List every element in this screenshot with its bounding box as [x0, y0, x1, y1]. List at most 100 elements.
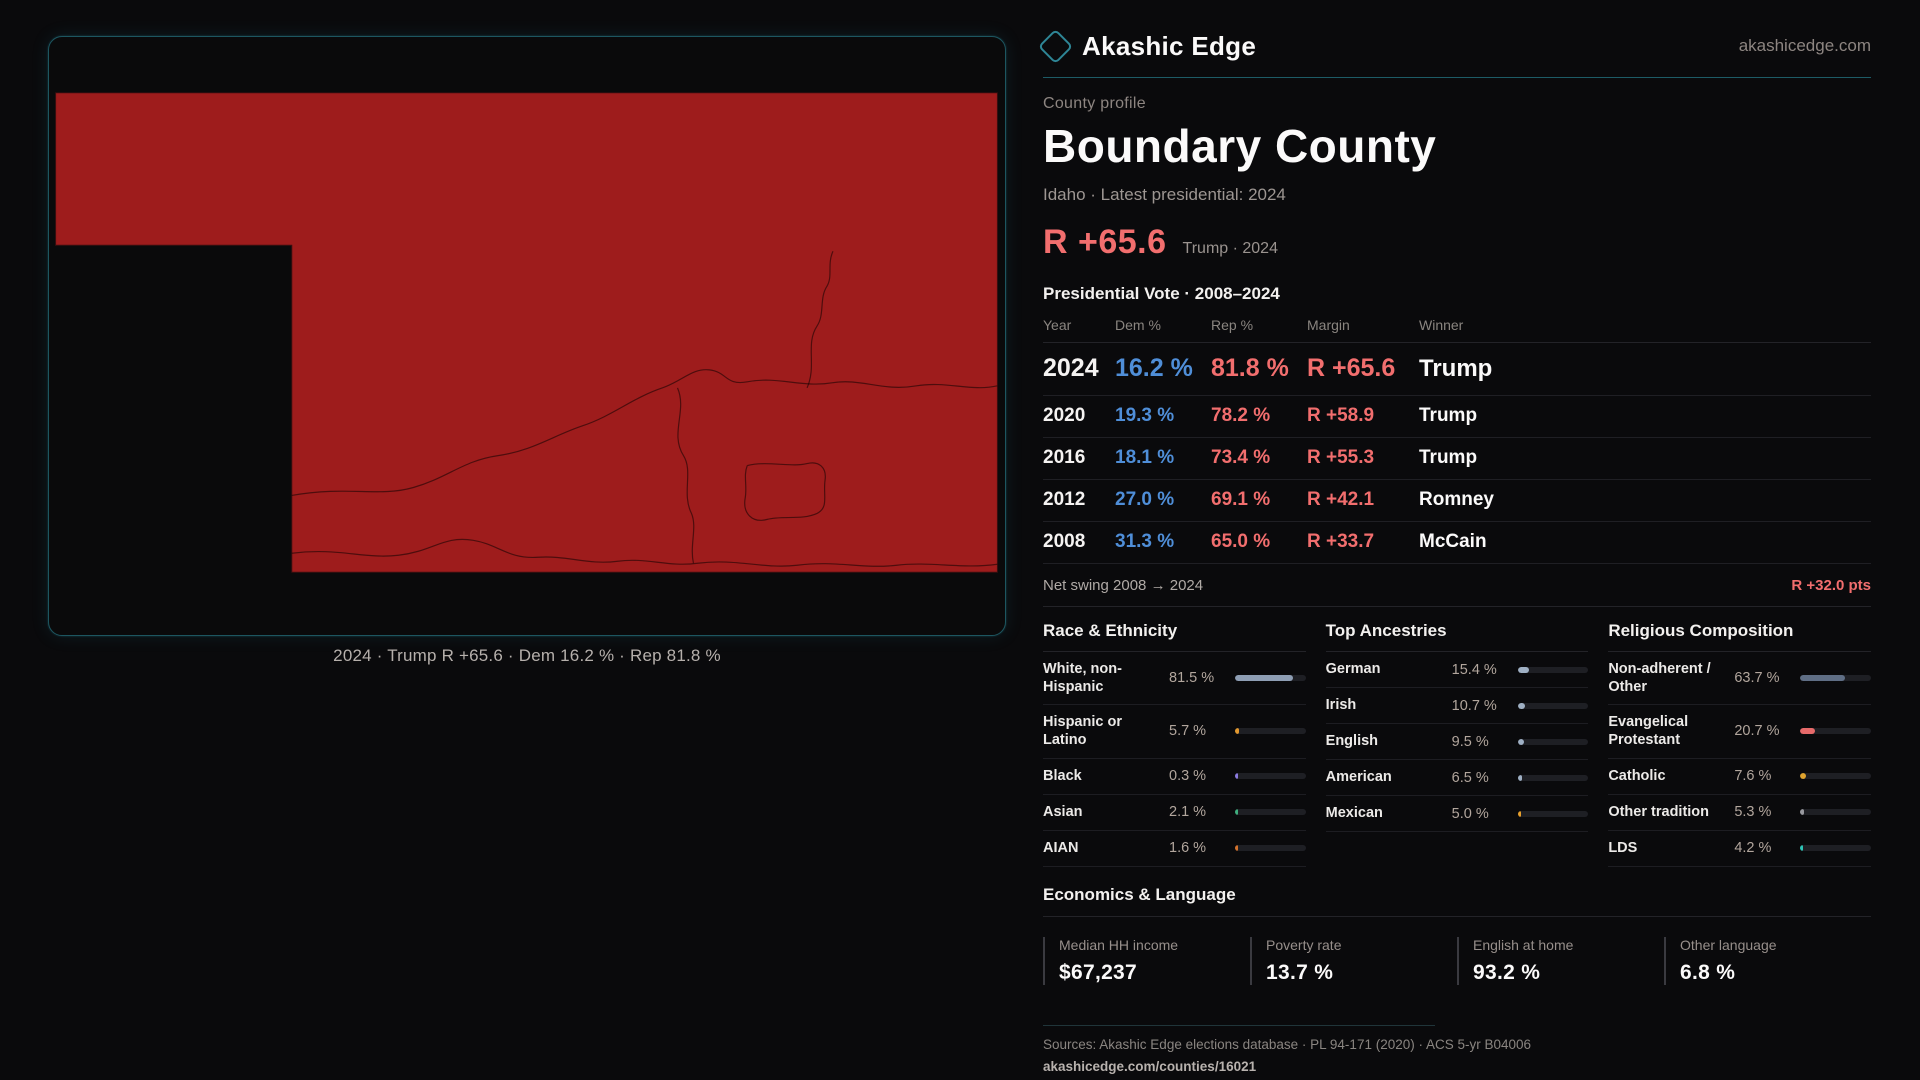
- precinct-boundaries: [291, 251, 998, 567]
- map-caption: 2024 · Trump R +65.6 · Dem 16.2 % · Rep …: [333, 646, 721, 665]
- stat-label: LDS: [1608, 839, 1638, 856]
- stat-row: AIAN 1.6 %: [1043, 831, 1306, 867]
- stat-value: 4.2 %: [1734, 840, 1772, 856]
- stat-value: 81.5 %: [1169, 670, 1215, 687]
- section-title: Religious Composition: [1608, 621, 1871, 652]
- econ-value: 6.8 %: [1680, 960, 1736, 984]
- net-swing-value: R +32.0 pts: [1791, 577, 1871, 594]
- cell-year: 2012: [1043, 489, 1086, 510]
- table-row: 2012 27.0 % 69.1 % R +42.1 Romney: [1043, 480, 1871, 522]
- county-shape: [55, 92, 998, 573]
- cell-rep: 78.2 %: [1211, 405, 1271, 426]
- stat-bar: [1800, 675, 1871, 682]
- stat-bar: [1235, 675, 1306, 682]
- econ-value: $67,237: [1059, 960, 1138, 984]
- economics-title: Economics & Language: [1043, 885, 1871, 917]
- cell-winner: Trump: [1419, 447, 1478, 468]
- presidential-vote-table: Year Dem % Rep % Margin Winner 2024 16.2…: [1043, 317, 1871, 564]
- stat-value: 63.7 %: [1734, 670, 1780, 687]
- stat-row: Irish 10.7 %: [1325, 688, 1589, 724]
- brand-header: Akashic Edge akashicedge.com: [1037, 26, 1871, 66]
- county-profile-panel: Akashic Edge akashicedge.com County prof…: [1037, 26, 1871, 1074]
- stat-value: 0.3 %: [1169, 768, 1207, 784]
- stat-bar: [1235, 728, 1306, 735]
- stat-row: Catholic 7.6 %: [1608, 759, 1871, 795]
- stat-row: White, non-Hispanic 81.5 %: [1043, 652, 1306, 706]
- cell-year: 2016: [1043, 447, 1086, 468]
- site-url-link[interactable]: akashicedge.com: [1738, 36, 1871, 55]
- col-dem: Dem %: [1115, 317, 1161, 333]
- stat-value: 15.4 %: [1451, 661, 1497, 678]
- econ-stat: Median HH income $67,237: [1043, 936, 1250, 985]
- cell-winner: Trump: [1419, 354, 1493, 382]
- sources-text: Sources: Akashic Edge elections database…: [1043, 1036, 1532, 1052]
- cell-margin: R +33.7: [1307, 531, 1375, 552]
- stat-row: Black 0.3 %: [1043, 759, 1306, 795]
- col-year: Year: [1043, 317, 1072, 333]
- cell-dem: 31.3 %: [1115, 531, 1175, 552]
- header-divider: [1043, 77, 1871, 78]
- stat-label: Mexican: [1325, 805, 1383, 822]
- econ-label: English at home: [1473, 936, 1574, 953]
- stat-value: 10.7 %: [1451, 697, 1497, 714]
- econ-label: Other language: [1680, 936, 1777, 953]
- stat-label: Hispanic or Latino: [1043, 714, 1122, 749]
- econ-stat: Poverty rate 13.7 %: [1250, 936, 1457, 985]
- religion-section: Religious Composition Non-adherent / Oth…: [1608, 621, 1871, 867]
- stat-row: Evangelical Protestant 20.7 %: [1608, 705, 1871, 759]
- footer: Sources: Akashic Edge elections database…: [1043, 1024, 1871, 1074]
- cell-year: 2024: [1043, 354, 1099, 382]
- stat-label: Asian: [1043, 803, 1083, 820]
- diamond-logo-icon[interactable]: [1037, 28, 1074, 64]
- cell-year: 2008: [1043, 531, 1086, 552]
- table-row: 2008 31.3 % 65.0 % R +33.7 McCain: [1043, 522, 1871, 564]
- col-margin: Margin: [1307, 317, 1350, 333]
- stat-label: German: [1325, 661, 1381, 678]
- net-swing-label: Net swing 2008 → 2024: [1043, 577, 1204, 594]
- section-title: Top Ancestries: [1325, 621, 1589, 652]
- stat-label: Evangelical Protestant: [1608, 714, 1689, 749]
- stat-row: English 9.5 %: [1325, 724, 1589, 760]
- stat-bar: [1517, 738, 1589, 745]
- stat-row: LDS 4.2 %: [1608, 831, 1871, 867]
- stat-bar: [1235, 809, 1306, 815]
- stat-bar: [1235, 773, 1306, 779]
- county-page-link[interactable]: akashicedge.com/counties/16021: [1043, 1058, 1257, 1074]
- stat-label: White, non-Hispanic: [1043, 661, 1122, 696]
- cell-margin: R +42.1: [1307, 489, 1375, 510]
- col-winner: Winner: [1419, 317, 1464, 333]
- cell-rep: 65.0 %: [1211, 531, 1271, 552]
- stat-row: Non-adherent / Other 63.7 %: [1608, 652, 1871, 706]
- econ-stat: English at home 93.2 %: [1457, 936, 1664, 985]
- stat-bar: [1800, 845, 1871, 851]
- table-row: 2016 18.1 % 73.4 % R +55.3 Trump: [1043, 438, 1871, 480]
- headline-margin-row: R +65.6 Trump · 2024: [1043, 223, 1871, 262]
- stat-value: 7.6 %: [1734, 768, 1772, 784]
- stat-row: Hispanic or Latino 5.7 %: [1043, 705, 1306, 759]
- stat-bar: [1800, 728, 1871, 735]
- economics-grid: Median HH income $67,237 Poverty rate 13…: [1043, 936, 1871, 985]
- brand-name[interactable]: Akashic Edge: [1082, 30, 1257, 61]
- stat-value: 5.0 %: [1451, 805, 1489, 822]
- section-title: Race & Ethnicity: [1043, 621, 1306, 652]
- econ-value: 13.7 %: [1266, 960, 1334, 984]
- table-row: 2020 19.3 % 78.2 % R +58.9 Trump: [1043, 396, 1871, 438]
- cell-winner: McCain: [1419, 531, 1487, 552]
- col-rep: Rep %: [1211, 317, 1254, 333]
- stat-bar: [1800, 809, 1871, 815]
- county-map: [55, 92, 998, 573]
- cell-dem: 16.2 %: [1115, 354, 1193, 382]
- stat-value: 20.7 %: [1734, 723, 1780, 740]
- cell-winner: Trump: [1419, 405, 1478, 426]
- econ-stat: Other language 6.8 %: [1664, 936, 1871, 985]
- stat-label: American: [1325, 769, 1392, 786]
- cell-year: 2020: [1043, 405, 1086, 426]
- stat-bar: [1517, 702, 1589, 709]
- stat-row: Other tradition 5.3 %: [1608, 795, 1871, 831]
- cell-margin: R +65.6: [1307, 354, 1396, 382]
- footer-divider: [1043, 1024, 1435, 1026]
- cell-margin: R +58.9: [1307, 405, 1375, 426]
- stat-row: Mexican 5.0 %: [1325, 796, 1589, 832]
- county-map-card: [48, 36, 1006, 636]
- econ-label: Poverty rate: [1266, 936, 1342, 953]
